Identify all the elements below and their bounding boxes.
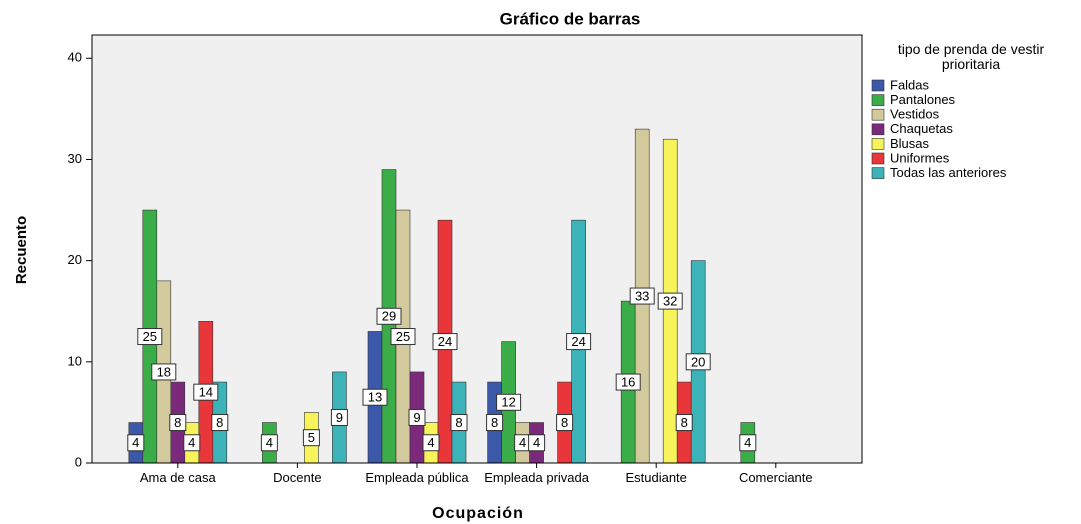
y-tick-label: 20 — [68, 252, 82, 267]
data-label: 25 — [143, 329, 157, 344]
data-label-box — [183, 434, 201, 452]
legend-swatch — [871, 79, 885, 92]
chart-title: Gráfico de barras — [500, 9, 641, 28]
data-label: 4 — [519, 435, 526, 450]
data-label: 24 — [438, 334, 452, 349]
data-label: 9 — [413, 410, 420, 425]
legend-swatch — [871, 138, 885, 150]
legend-swatch — [871, 94, 885, 106]
data-label-box — [390, 328, 416, 346]
legend-label: Pantalones — [890, 92, 956, 107]
data-label: 25 — [396, 329, 410, 344]
data-label: 4 — [427, 435, 434, 450]
data-label: 8 — [174, 415, 181, 430]
data-label-box — [450, 414, 468, 432]
data-label-box — [432, 333, 458, 351]
legend-label: Uniformes — [890, 150, 950, 165]
x-axis-label: Ocupación — [432, 505, 524, 522]
data-label-box — [556, 414, 574, 432]
x-tick-label: Docente — [273, 470, 322, 485]
legend-label: Todas las anteriores — [890, 165, 1007, 180]
data-label-box — [657, 292, 683, 310]
data-label-box — [127, 434, 145, 452]
data-label-box — [302, 429, 320, 447]
legend-swatch — [871, 152, 885, 165]
data-label: 8 — [561, 415, 568, 430]
data-label-box — [211, 414, 229, 432]
legend-label: Blusas — [890, 136, 930, 151]
data-label: 8 — [455, 415, 462, 430]
legend-label: Chaquetas — [890, 121, 953, 136]
data-label-box — [528, 434, 546, 452]
data-label-box — [422, 434, 440, 452]
data-label-box — [496, 393, 522, 411]
data-label-box — [169, 414, 187, 432]
data-label-box — [408, 408, 426, 426]
data-label-box — [330, 408, 348, 426]
data-label-box — [362, 388, 388, 406]
x-tick-label: Empleada pública — [365, 470, 469, 485]
data-label-box — [486, 414, 504, 432]
data-label: 8 — [216, 415, 223, 430]
data-label-box — [151, 363, 177, 381]
legend-swatch — [871, 108, 885, 121]
data-label: 4 — [744, 435, 751, 450]
data-label: 9 — [336, 410, 343, 425]
data-label: 18 — [157, 364, 171, 379]
data-label: 4 — [266, 435, 273, 450]
data-label: 8 — [491, 415, 498, 430]
legend-label: Faldas — [890, 77, 930, 92]
legend-swatch — [871, 123, 885, 136]
data-label: 14 — [199, 385, 213, 400]
data-label-box — [376, 307, 402, 325]
x-tick-label: Estudiante — [625, 470, 687, 485]
legend-title: tipo de prenda de vestir prioritaria — [897, 41, 1045, 72]
data-label-box — [685, 353, 711, 371]
data-label: 12 — [501, 395, 515, 410]
data-label-box — [615, 373, 641, 391]
x-tick-label: Empleada privada — [484, 470, 589, 485]
data-label: 4 — [188, 435, 195, 450]
y-axis-label: Recuento — [13, 216, 30, 284]
data-label-box — [137, 328, 163, 346]
data-label-box — [629, 287, 655, 305]
legend-swatch — [871, 167, 885, 179]
data-label-box — [193, 383, 219, 401]
y-tick-label: 40 — [68, 50, 82, 65]
x-tick-label: Comerciante — [738, 470, 813, 485]
data-label-box — [260, 434, 278, 452]
data-label: 33 — [635, 288, 649, 303]
x-tick-label: Ama de casa — [139, 470, 216, 485]
data-label: 4 — [533, 435, 540, 450]
data-label: 5 — [308, 430, 315, 445]
data-label: 20 — [691, 354, 705, 369]
data-label: 8 — [681, 415, 688, 430]
data-label-box — [566, 333, 592, 351]
y-tick-label: 10 — [68, 353, 82, 368]
y-tick-label: 30 — [68, 151, 82, 166]
data-label: 29 — [382, 309, 396, 324]
data-label-box — [675, 414, 693, 432]
data-label: 16 — [621, 374, 635, 389]
data-label: 13 — [368, 390, 382, 405]
data-label: 32 — [663, 294, 677, 309]
legend-label: Vestidos — [890, 107, 940, 122]
data-label-box — [739, 434, 757, 452]
y-tick-label: 0 — [75, 454, 82, 469]
data-label: 24 — [571, 334, 585, 349]
data-label: 4 — [132, 435, 139, 450]
